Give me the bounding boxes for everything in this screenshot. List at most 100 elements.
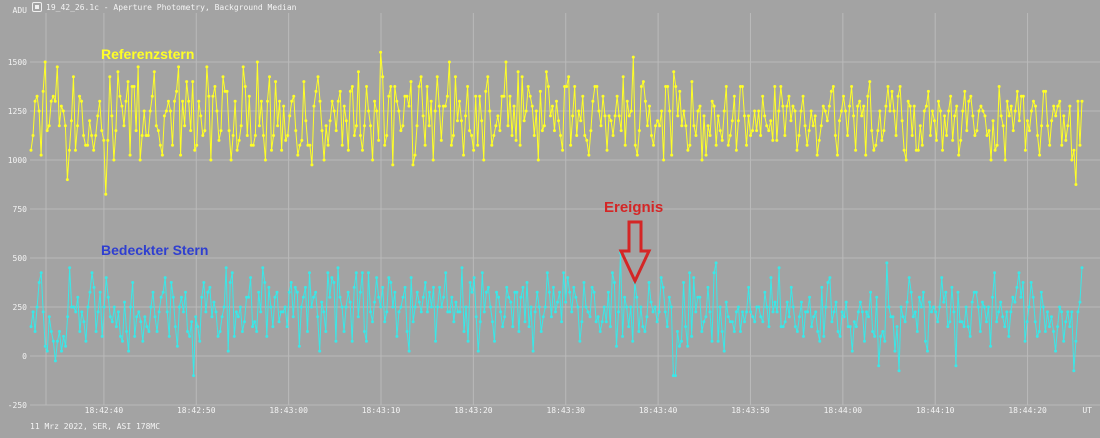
data-point	[282, 104, 286, 108]
data-point	[51, 94, 55, 98]
data-point	[1047, 325, 1051, 329]
data-point	[204, 310, 208, 314]
data-point	[633, 143, 637, 147]
data-point	[734, 148, 738, 152]
data-point	[795, 330, 799, 333]
data-point	[682, 281, 686, 284]
data-point	[215, 109, 219, 113]
data-point	[669, 305, 673, 309]
data-point	[316, 75, 320, 79]
app-icon	[32, 2, 42, 12]
data-point	[805, 143, 809, 147]
data-point	[512, 104, 516, 108]
data-point	[328, 295, 332, 299]
data-point	[293, 285, 297, 289]
data-point	[405, 330, 409, 333]
data-point	[120, 104, 124, 108]
data-point	[78, 330, 82, 333]
data-point	[525, 281, 529, 284]
chart-series	[29, 50, 1084, 378]
data-point	[714, 143, 718, 147]
data-point	[181, 310, 185, 314]
data-point	[966, 325, 970, 329]
data-point	[742, 114, 746, 118]
data-point	[1036, 134, 1040, 137]
x-tick-label: 18:42:40	[85, 406, 124, 415]
data-point	[904, 158, 908, 162]
data-point	[973, 134, 977, 137]
data-point	[1015, 89, 1019, 93]
x-tick-label: 18:44:10	[916, 406, 955, 415]
data-point	[830, 320, 834, 324]
data-point	[139, 320, 143, 324]
data-point	[407, 349, 411, 353]
data-point	[862, 339, 866, 343]
data-point	[923, 339, 927, 343]
data-point	[100, 129, 104, 133]
data-point	[516, 70, 520, 74]
data-point	[110, 114, 114, 118]
data-point	[59, 104, 63, 108]
data-point	[761, 320, 765, 324]
data-point	[886, 85, 890, 88]
data-point	[517, 330, 521, 333]
data-point	[946, 325, 950, 329]
data-point	[743, 320, 747, 324]
data-point	[716, 114, 720, 118]
data-point	[584, 305, 588, 309]
data-point	[817, 138, 821, 142]
data-point	[779, 85, 783, 88]
data-point	[1074, 339, 1078, 343]
data-point	[336, 266, 340, 270]
data-point	[1056, 325, 1060, 329]
data-point	[314, 89, 318, 93]
chart-annotations: Referenzstern Bedeckter Stern Ereignis	[101, 46, 663, 285]
data-point	[700, 158, 704, 162]
data-point	[207, 94, 211, 98]
data-point	[868, 80, 872, 84]
data-point	[74, 310, 78, 314]
data-point	[635, 153, 639, 157]
data-point	[532, 134, 536, 137]
data-point	[300, 138, 304, 142]
data-point	[310, 305, 314, 309]
data-point	[1072, 148, 1076, 152]
data-point	[808, 295, 812, 299]
data-point	[909, 290, 913, 294]
data-point	[292, 94, 296, 98]
data-point	[352, 134, 356, 137]
data-point	[902, 148, 906, 152]
data-point	[665, 325, 669, 329]
data-point	[722, 109, 726, 113]
data-point	[104, 276, 108, 280]
data-point	[415, 290, 419, 294]
data-point	[602, 305, 606, 309]
data-point	[789, 285, 793, 289]
data-point	[102, 305, 106, 309]
data-point	[124, 99, 128, 103]
data-point	[391, 305, 395, 309]
data-point	[373, 300, 377, 304]
data-point	[261, 266, 265, 270]
data-point	[741, 310, 744, 314]
data-point	[625, 305, 629, 309]
data-point	[217, 138, 221, 142]
data-point	[559, 134, 563, 137]
data-point	[437, 104, 441, 108]
data-point	[875, 295, 879, 299]
data-point	[567, 75, 571, 79]
data-point	[789, 119, 793, 123]
data-point	[375, 276, 379, 280]
data-point	[732, 94, 736, 98]
data-point	[999, 114, 1003, 118]
data-point	[617, 114, 621, 118]
data-point	[1054, 349, 1058, 353]
data-point	[854, 325, 858, 329]
data-point	[810, 325, 814, 329]
data-point	[138, 158, 142, 162]
data-point	[126, 80, 130, 84]
data-point	[571, 114, 575, 118]
data-point	[458, 310, 462, 314]
data-point	[730, 320, 734, 324]
data-point	[749, 134, 753, 137]
